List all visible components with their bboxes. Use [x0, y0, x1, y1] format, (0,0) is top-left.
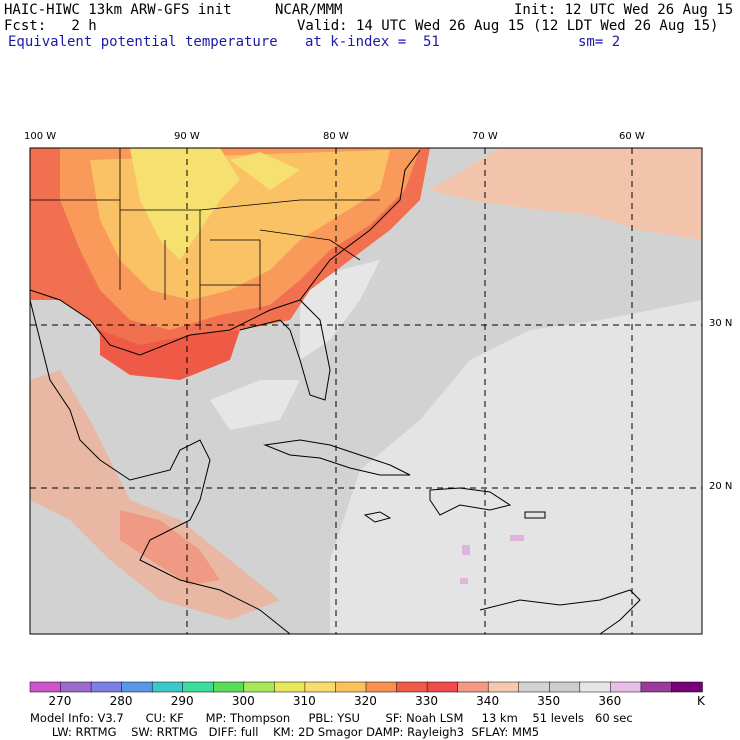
coastline-jamaica: [363, 511, 392, 523]
colorbar-swatch: [487, 681, 520, 693]
colorbar-swatch: [121, 681, 153, 693]
light-gray-region: [330, 300, 702, 634]
coastline-hispaniola: [429, 487, 512, 516]
pink-region-central-america: [120, 510, 220, 585]
graticule: [30, 148, 702, 634]
colorbar-label: K: [697, 694, 705, 708]
coastline-cuba: [263, 439, 411, 476]
lat-label-20n: 20 N: [709, 481, 733, 492]
colorbar-label: 300: [231, 694, 255, 708]
colorbar-swatch: [182, 681, 215, 693]
forecast-hour: Fcst: 2 h: [4, 18, 97, 34]
colorbar-swatch: [90, 681, 123, 693]
colorbar-swatch: [610, 681, 642, 693]
peach-region-atlantic: [430, 148, 702, 240]
colorbar-swatch: [151, 681, 184, 693]
lat-label-30n: 30 N: [709, 318, 733, 329]
coastline-mexico: [30, 299, 291, 634]
colorbar-label: 270: [48, 694, 72, 708]
colorbar-swatch: [243, 681, 276, 693]
colorbar-swatch: [213, 681, 245, 693]
lon-label-100w: 100 W: [24, 131, 57, 142]
colorbar-label: 350: [537, 694, 561, 708]
yellow-region-us: [130, 148, 300, 260]
colorbar-swatch: [671, 681, 703, 693]
init-time: Init: 12 UTC Wed 26 Aug 15: [514, 2, 734, 18]
map-frame: [29, 147, 703, 635]
colorbar-label: 340: [476, 694, 500, 708]
coastline-puerto-rico: [524, 511, 546, 519]
colorbar-label: 330: [415, 694, 438, 708]
model-info-line1: Model Info: V3.7 CU: KF MP: Thompson PBL…: [30, 711, 633, 725]
smoothing-label: sm= 2: [578, 34, 621, 50]
colorbar-label: 320: [354, 694, 377, 708]
colorbar: [29, 681, 703, 693]
colorbar-label: 360: [598, 694, 622, 708]
lilac-patch: [460, 578, 468, 584]
colorbar-label: 290: [170, 694, 194, 708]
model-title: HAIC-HIWC 13km ARW-GFS init: [4, 2, 232, 18]
peach-region-mexico: [30, 370, 280, 620]
lilac-patch: [510, 535, 524, 541]
colorbar-swatch: [549, 681, 581, 693]
texas-coast-red: [100, 330, 240, 380]
field-name: Equivalent potential temperature: [8, 34, 278, 50]
valid-time: Valid: 14 UTC Wed 26 Aug 15 (12 LDT Wed …: [297, 18, 719, 34]
colorbar-swatch: [29, 681, 62, 693]
lon-label-80w: 80 W: [323, 131, 349, 142]
colorbar-swatch: [579, 681, 612, 693]
coastline-south-america: [479, 589, 641, 634]
light-gray-streaks: [210, 260, 380, 430]
lon-label-90w: 90 W: [174, 131, 200, 142]
lon-label-60w: 60 W: [619, 131, 645, 142]
colorbar-swatch: [274, 681, 306, 693]
colorbar-swatch: [304, 681, 337, 693]
colorbar-swatch: [518, 681, 551, 693]
state-borders: [30, 148, 380, 330]
lilac-patch: [462, 545, 470, 555]
colorbar-swatch: [426, 681, 459, 693]
colorbar-swatch: [640, 681, 673, 693]
org-label: NCAR/MMM: [275, 2, 343, 18]
colorbar-swatch: [457, 681, 489, 693]
colorbar-swatch: [365, 681, 398, 693]
colorbar-swatch: [60, 681, 92, 693]
coastline-gulf: [30, 149, 421, 401]
colorbar-swatch: [335, 681, 367, 693]
colorbar-swatch: [396, 681, 428, 693]
level-label: at k-index = 51: [305, 34, 440, 50]
colorbar-label: 310: [292, 694, 316, 708]
colorbar-label: 280: [109, 694, 133, 708]
lon-label-70w: 70 W: [472, 131, 498, 142]
model-info-line2: LW: RRTMG SW: RRTMG DIFF: full KM: 2D Sm…: [30, 725, 540, 739]
